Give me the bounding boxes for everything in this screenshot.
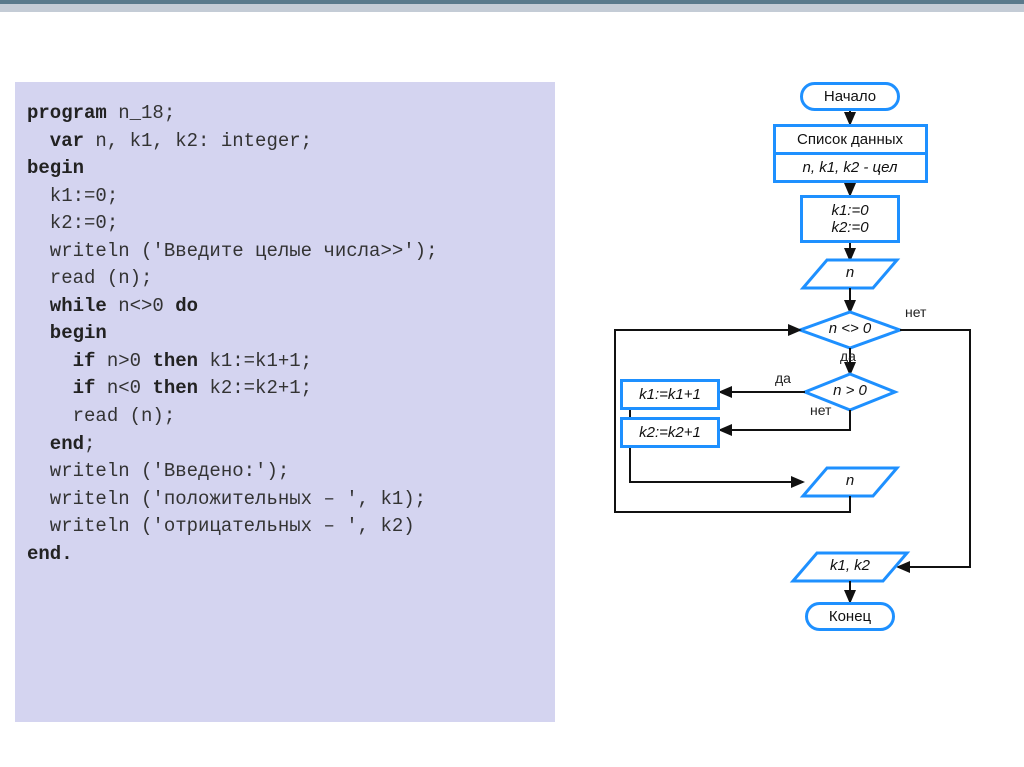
input-n-2: n: [815, 472, 885, 489]
flowchart: Начало Список данныхn, k1, k2 - цел k1:=0k…: [585, 82, 1005, 722]
k1-inc-box: k1:=k1+1: [620, 379, 720, 410]
init-box: k1:=0k2:=0: [800, 195, 900, 243]
vars-box: n, k1, k2 - цел: [773, 152, 928, 183]
start-terminal: Начало: [800, 82, 900, 111]
content-area: program n_18; var n, k1, k2: integer; be…: [0, 12, 1024, 722]
header-bar: [0, 0, 1024, 12]
input-n-1: n: [815, 264, 885, 281]
output-k1k2: k1, k2: [805, 557, 895, 574]
label-yes-2: да: [775, 370, 791, 386]
label-yes-1: да: [840, 348, 856, 364]
k2-inc-box: k2:=k2+1: [620, 417, 720, 448]
cond-not-zero: n <> 0: [800, 320, 900, 337]
code-block: program n_18; var n, k1, k2: integer; be…: [15, 82, 555, 722]
data-list-box: Список данных: [773, 124, 928, 155]
label-no-2: нет: [810, 402, 831, 418]
label-no-1: нет: [905, 304, 926, 320]
end-terminal: Конец: [805, 602, 895, 631]
cond-positive: n > 0: [805, 382, 895, 399]
